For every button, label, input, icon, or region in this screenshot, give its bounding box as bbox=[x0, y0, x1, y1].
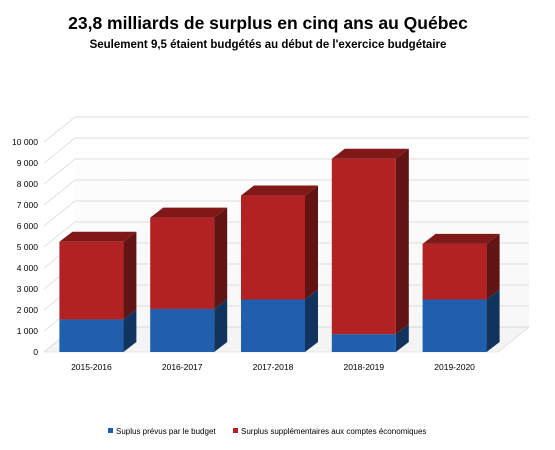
bar-side bbox=[305, 185, 318, 300]
bar-side bbox=[214, 298, 228, 352]
bar-segment bbox=[150, 308, 215, 352]
x-tick-label: 2017-2018 bbox=[253, 362, 294, 372]
x-tick-label: 2018-2019 bbox=[343, 362, 384, 372]
y-tick-label: 6 000 bbox=[17, 221, 39, 231]
chart-subtitle: Seulement 9,5 étaient budgétés au début … bbox=[90, 39, 447, 51]
bar-side bbox=[395, 148, 409, 335]
bar-top bbox=[331, 148, 409, 159]
chart-title: 23,8 milliards de surplus en cinq ans au… bbox=[68, 13, 468, 33]
bar-top bbox=[422, 233, 500, 244]
bar-segment bbox=[422, 243, 487, 300]
y-tick-label: 0 bbox=[33, 347, 38, 357]
bar-side bbox=[214, 207, 228, 309]
y-tick-label: 3 000 bbox=[17, 284, 39, 294]
legend-label: Surplus supplémentaires aux comptes écon… bbox=[241, 427, 426, 436]
legend-swatch bbox=[108, 428, 113, 433]
bar-top bbox=[241, 185, 318, 196]
legend: Suplus prévus par le budget Surplus suppl… bbox=[108, 427, 426, 436]
bar-top bbox=[59, 231, 137, 242]
gridline bbox=[43, 116, 529, 143]
y-tick-label: 1 000 bbox=[17, 326, 39, 336]
y-tick-label: 8 000 bbox=[17, 179, 39, 189]
bar-segment bbox=[422, 299, 487, 352]
y-tick-label: 5 000 bbox=[17, 242, 39, 252]
x-tick-label: 2019-2020 bbox=[434, 362, 475, 372]
bar-side bbox=[123, 309, 137, 352]
y-tick-label: 4 000 bbox=[17, 263, 39, 273]
bar-top bbox=[150, 207, 228, 218]
bar-side bbox=[486, 289, 500, 352]
bar-side bbox=[486, 233, 500, 300]
x-tick-label: 2016-2017 bbox=[162, 362, 203, 372]
bar-segment bbox=[241, 299, 305, 352]
y-tick-label: 9 000 bbox=[17, 158, 39, 168]
bar-segment bbox=[59, 319, 124, 352]
legend-label: Suplus prévus par le budget bbox=[116, 427, 216, 436]
plot-area: 0 1 000 2 000 3 000 4 000 5 000 6 000 7 000 8 00… bbox=[12, 116, 530, 372]
bar-segment bbox=[241, 195, 305, 300]
bar-segment bbox=[331, 158, 396, 335]
bar-segment bbox=[150, 217, 215, 309]
bar-side bbox=[123, 231, 137, 320]
gridline bbox=[43, 137, 529, 164]
y-tick-label: 10 000 bbox=[12, 137, 38, 147]
y-tick-label: 7 000 bbox=[17, 200, 39, 210]
bar-segment bbox=[59, 241, 124, 320]
x-tick-label: 2015-2016 bbox=[71, 362, 112, 372]
bar-side bbox=[395, 324, 409, 352]
bar-side bbox=[305, 289, 318, 352]
legend-swatch bbox=[233, 428, 238, 433]
y-tick-label: 2 000 bbox=[17, 305, 39, 315]
bar-segment bbox=[331, 334, 396, 352]
